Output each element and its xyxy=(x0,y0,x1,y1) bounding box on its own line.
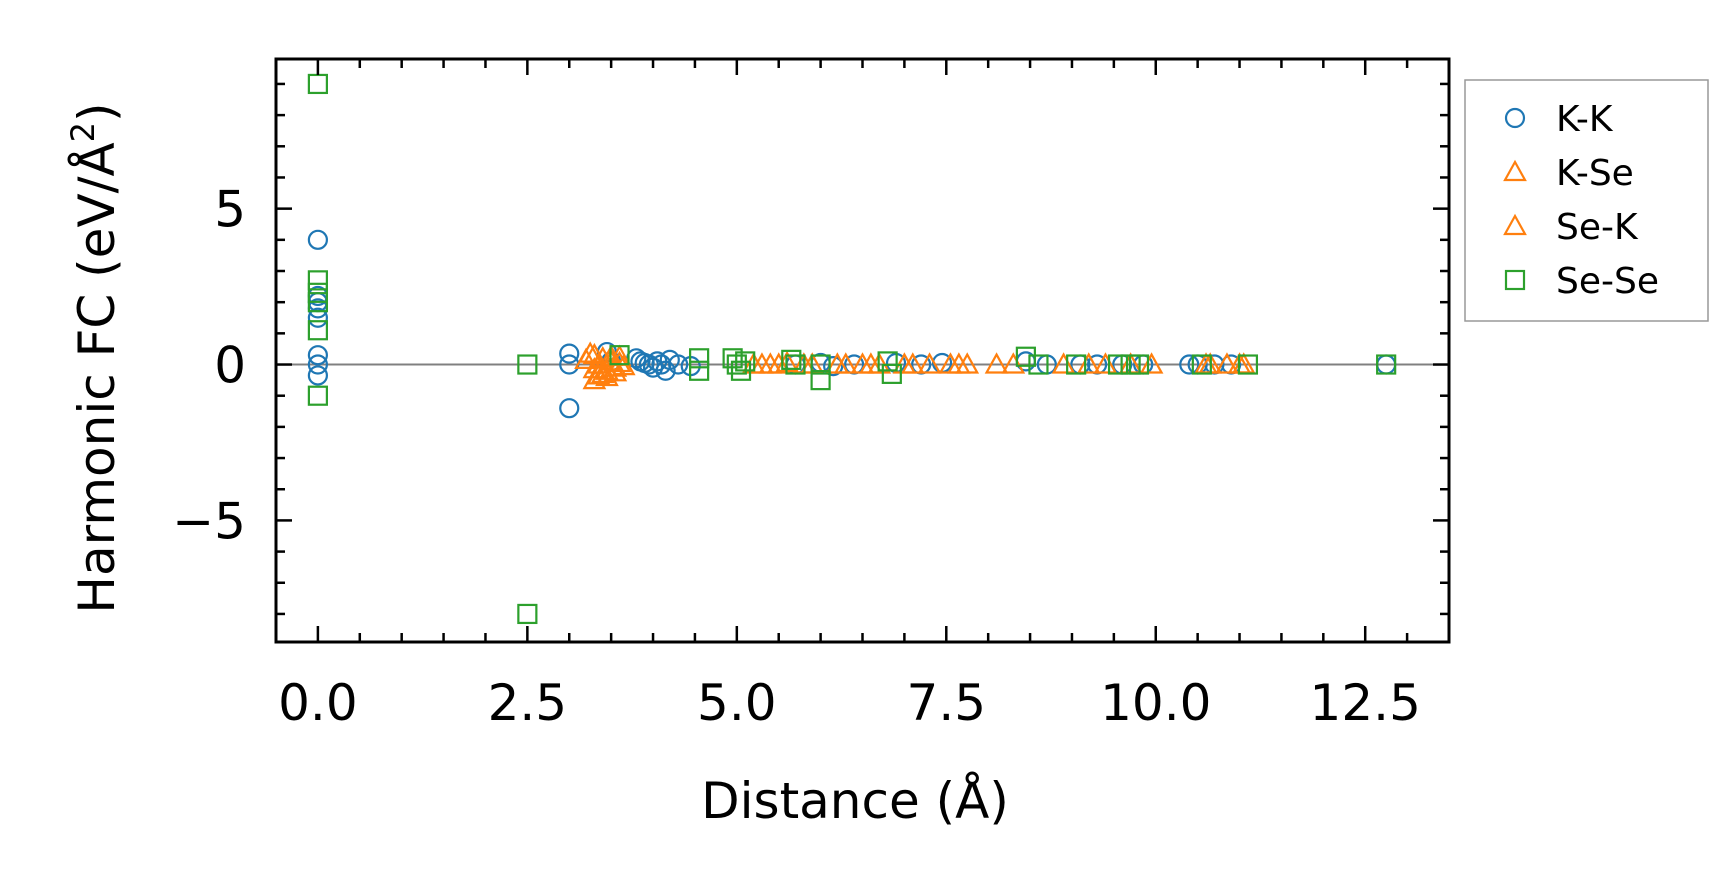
tick-labels: 0.0 2.5 5.0 7.5 10.0 12.5 −5 0 5 xyxy=(172,181,1421,732)
data-point xyxy=(609,345,630,366)
data-point xyxy=(984,352,1009,374)
series-K-Se xyxy=(578,341,1252,390)
data-point xyxy=(900,352,925,374)
data-points xyxy=(307,73,1397,625)
plot-frame xyxy=(274,57,1451,644)
data-point xyxy=(1107,354,1129,375)
data-point xyxy=(307,385,328,406)
data-point xyxy=(655,360,676,381)
data-point xyxy=(1376,354,1397,375)
data-point xyxy=(1066,354,1087,375)
legend-label: Se-Se xyxy=(1556,261,1659,302)
data-point xyxy=(689,348,710,369)
data-point xyxy=(823,355,844,377)
data-point xyxy=(517,603,538,625)
legend-label: K-Se xyxy=(1556,153,1634,194)
data-point xyxy=(1051,352,1076,374)
x-tick-label: 5.0 xyxy=(697,674,777,732)
data-point xyxy=(785,354,806,375)
data-point xyxy=(1093,352,1118,374)
legend-item: Se-Se xyxy=(1504,261,1659,302)
data-point xyxy=(917,352,942,374)
data-point xyxy=(603,355,628,377)
data-point xyxy=(307,307,328,328)
data-point xyxy=(307,270,328,291)
data-point xyxy=(1076,352,1101,374)
x-tick-label: 10.0 xyxy=(1100,674,1211,732)
legend-marker xyxy=(1503,213,1527,236)
legend-marker xyxy=(1503,159,1527,182)
legend-item: K-K xyxy=(1504,99,1614,140)
data-point xyxy=(1001,352,1026,374)
data-point xyxy=(307,345,328,366)
series-K-K xyxy=(307,229,1397,419)
data-point xyxy=(750,352,774,374)
data-point xyxy=(307,229,328,250)
data-point xyxy=(590,361,615,383)
data-point xyxy=(559,343,580,364)
data-point xyxy=(1015,346,1036,367)
data-point xyxy=(781,349,802,370)
x-axis-label: Distance (Å) xyxy=(701,772,1009,830)
data-point xyxy=(307,73,328,95)
data-point xyxy=(668,354,689,375)
data-point xyxy=(766,352,791,374)
legend-marker xyxy=(1504,107,1526,129)
data-point xyxy=(1128,354,1150,375)
plot-area xyxy=(274,57,1451,644)
legend-item: Se-K xyxy=(1503,207,1639,248)
legend-label: K-K xyxy=(1556,99,1614,140)
data-point xyxy=(810,370,831,391)
y-tick-label: −5 xyxy=(172,492,246,550)
data-point xyxy=(881,363,902,384)
data-point xyxy=(810,354,831,375)
y-axis-label-close: ) xyxy=(68,102,126,122)
data-point xyxy=(1139,352,1164,374)
data-point xyxy=(1215,352,1239,374)
x-tick-label: 7.5 xyxy=(907,674,987,732)
data-point xyxy=(517,354,538,375)
data-point xyxy=(946,352,971,374)
legend-item: K-Se xyxy=(1503,153,1634,194)
data-point xyxy=(877,351,898,372)
data-point xyxy=(642,357,664,378)
x-tick-label: 0.0 xyxy=(278,674,358,732)
y-axis-label-text: Harmonic FC (eV/Å xyxy=(68,142,126,613)
data-point xyxy=(307,354,328,375)
data-point xyxy=(307,292,328,313)
data-point xyxy=(735,351,756,372)
y-tick-label: 0 xyxy=(214,337,246,395)
data-point xyxy=(559,398,580,419)
data-point xyxy=(1237,354,1259,375)
y-axis-label-superscript: 2 xyxy=(64,122,102,142)
data-point xyxy=(859,352,883,374)
data-point xyxy=(607,350,632,373)
data-point xyxy=(833,352,858,374)
series-Se-Se xyxy=(307,73,1397,625)
data-point xyxy=(307,365,328,386)
legend-marker xyxy=(1504,269,1526,291)
data-point xyxy=(574,347,598,369)
data-point xyxy=(1179,354,1200,375)
x-tick-label: 12.5 xyxy=(1310,674,1421,732)
y-tick-label: 5 xyxy=(214,181,246,239)
data-point xyxy=(1028,354,1049,375)
data-point xyxy=(1191,354,1212,375)
data-point xyxy=(689,360,710,381)
data-point xyxy=(582,342,607,365)
legend-label: Se-K xyxy=(1556,207,1639,248)
axis-ticks xyxy=(274,59,1451,642)
legend: K-K K-Se Se-K Se-Se xyxy=(1464,79,1709,322)
data-point xyxy=(307,320,328,341)
x-tick-label: 2.5 xyxy=(488,674,568,732)
y-axis-label: Harmonic FC (eV/Å2) xyxy=(64,102,126,613)
